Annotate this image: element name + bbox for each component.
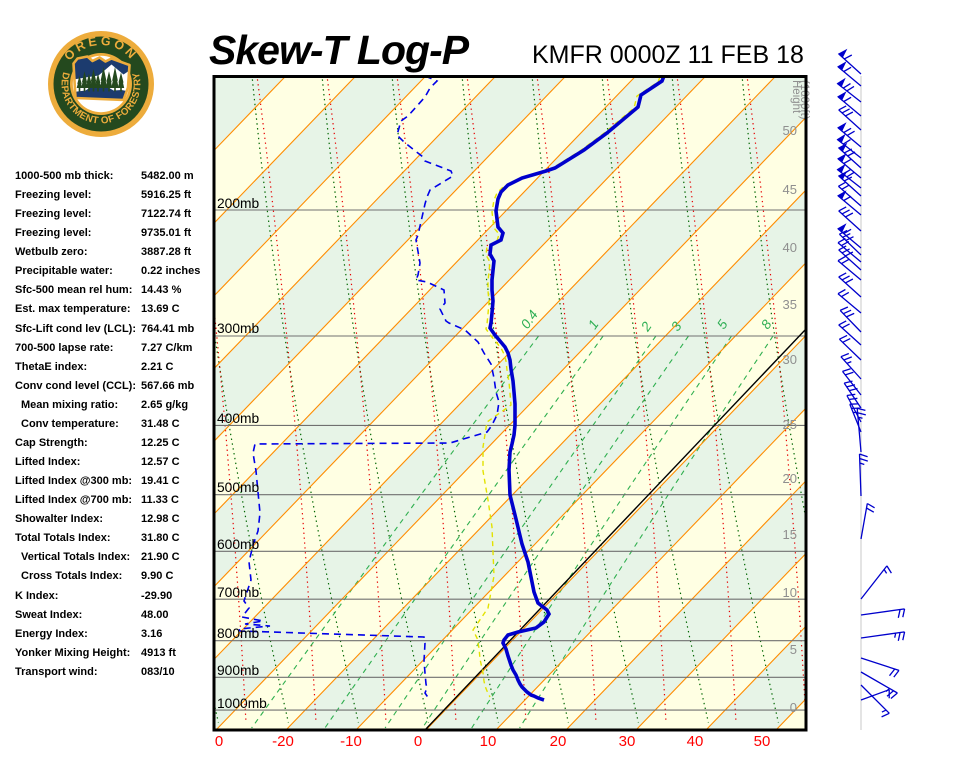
svg-text:35: 35	[783, 297, 797, 312]
svg-text:400mb: 400mb	[217, 411, 260, 426]
svg-text:40: 40	[783, 240, 797, 255]
svg-text:200mb: 200mb	[217, 196, 260, 211]
svg-text:Height: Height	[790, 80, 802, 114]
svg-text:40: 40	[687, 733, 704, 750]
svg-text:50: 50	[783, 123, 797, 138]
svg-text:300mb: 300mb	[217, 321, 260, 336]
svg-text:30: 30	[619, 733, 636, 750]
svg-text:800mb: 800mb	[217, 626, 260, 641]
svg-text:10: 10	[783, 585, 797, 600]
svg-text:20: 20	[550, 733, 567, 750]
svg-text:600mb: 600mb	[217, 537, 260, 552]
svg-text:20: 20	[783, 471, 797, 486]
svg-text:30: 30	[783, 352, 797, 367]
svg-text:5: 5	[790, 642, 797, 657]
svg-text:0: 0	[790, 700, 797, 715]
svg-text:500mb: 500mb	[217, 480, 260, 495]
svg-text:700mb: 700mb	[217, 585, 260, 600]
svg-text:25: 25	[783, 417, 797, 432]
svg-text:-20: -20	[272, 733, 294, 750]
svg-text:(1000ft): (1000ft)	[798, 80, 810, 120]
svg-text:0: 0	[215, 733, 223, 750]
svg-text:15: 15	[783, 527, 797, 542]
svg-text:1000mb: 1000mb	[217, 696, 267, 711]
svg-text:0: 0	[414, 733, 422, 750]
svg-text:45: 45	[783, 182, 797, 197]
svg-text:50: 50	[754, 733, 771, 750]
svg-text:10: 10	[480, 733, 497, 750]
svg-text:900mb: 900mb	[217, 663, 260, 678]
svg-text:-10: -10	[340, 733, 362, 750]
